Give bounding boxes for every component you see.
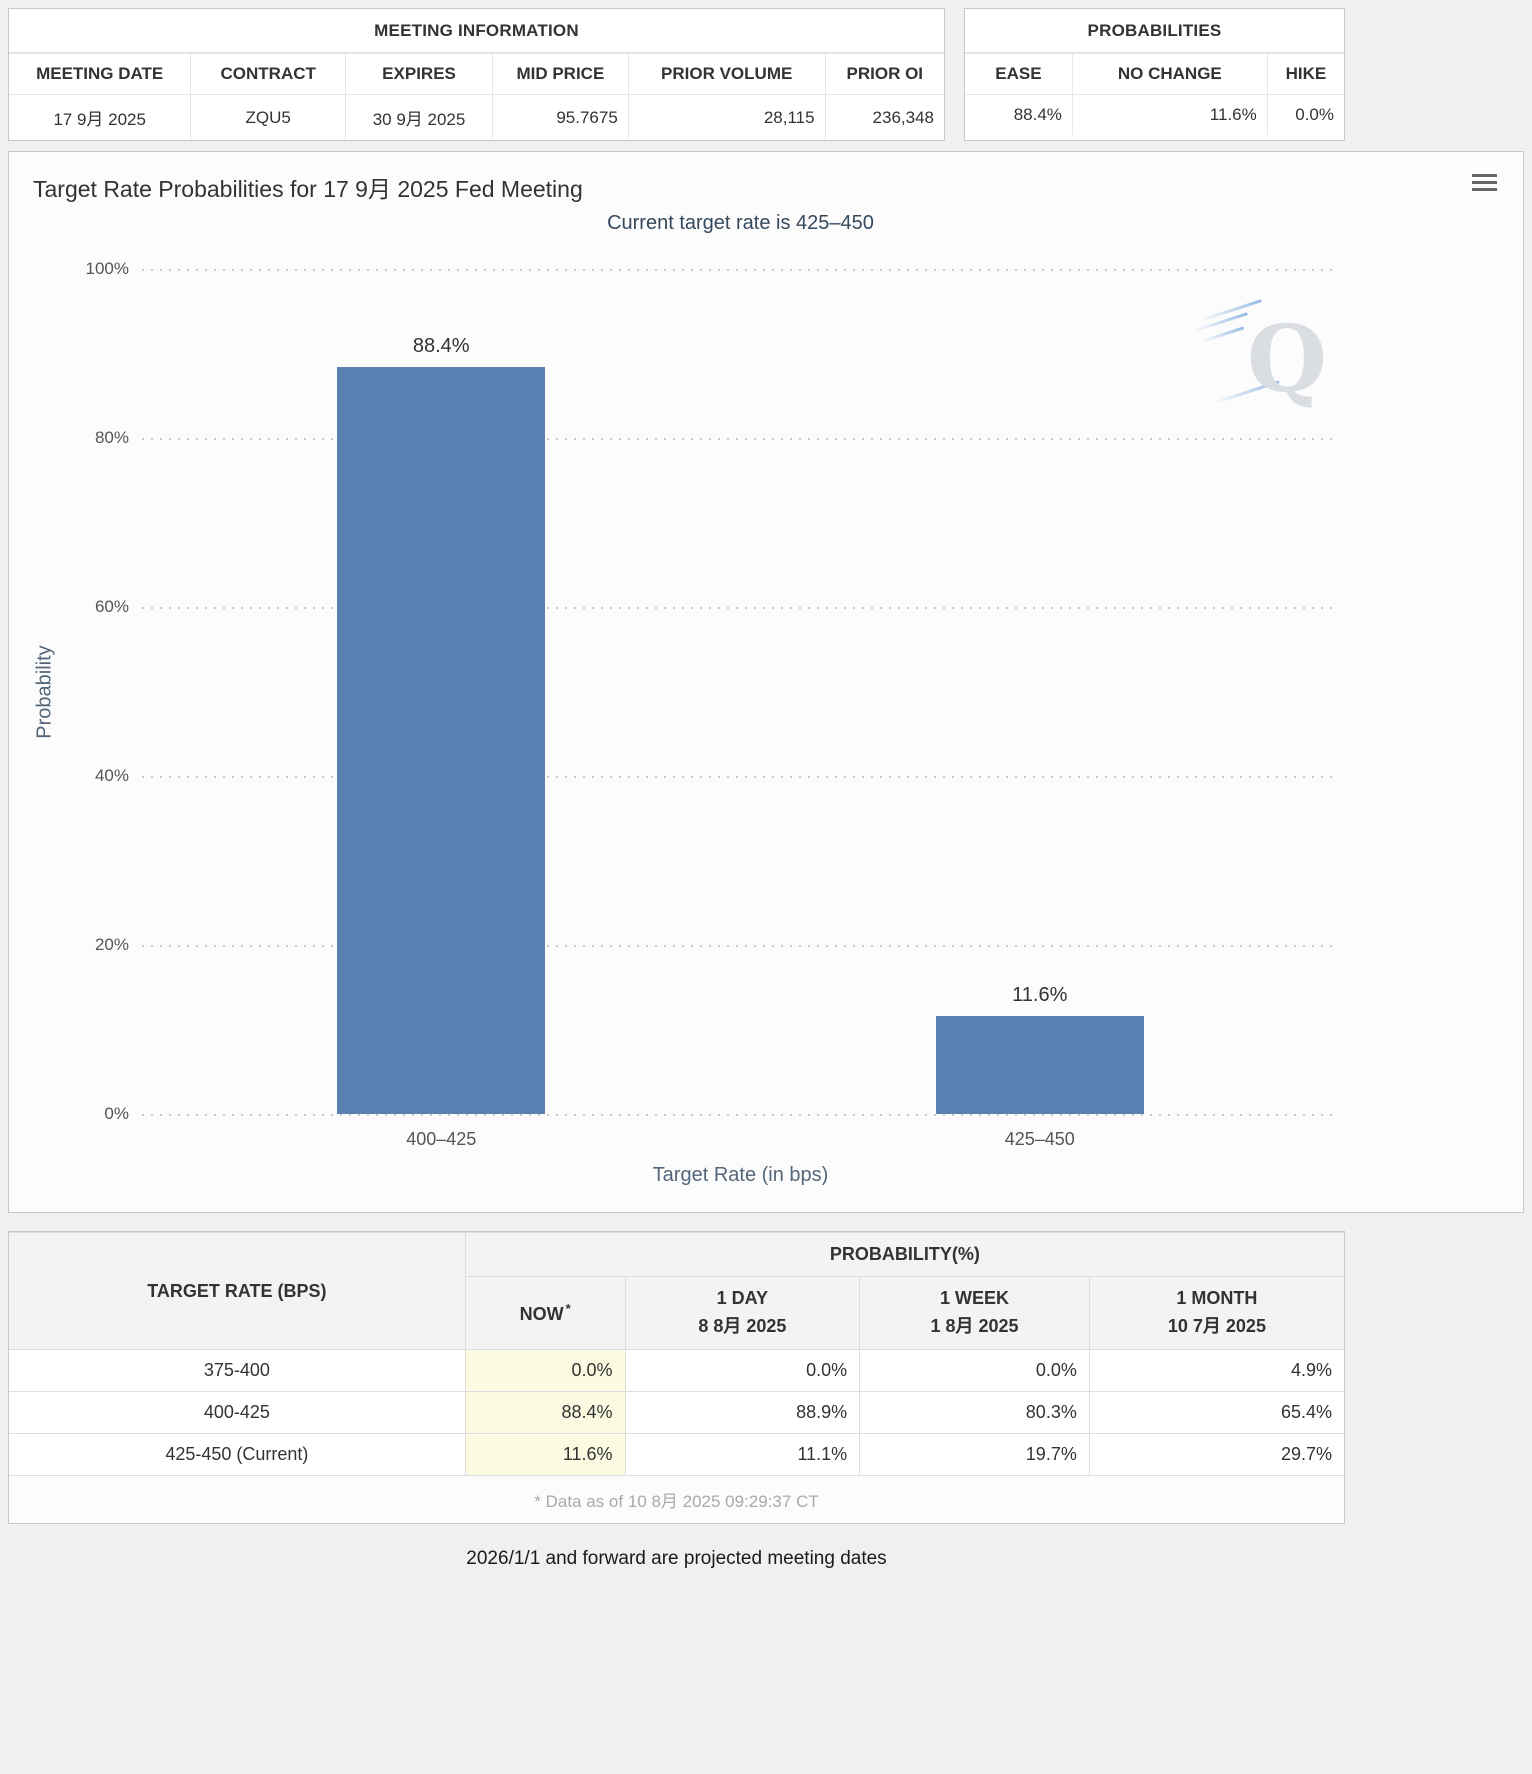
bar-value-label-400-425: 88.4%: [412, 335, 470, 358]
contract-header: CONTRACT: [190, 53, 347, 95]
bar-425-450: 11.6%: [935, 984, 1144, 1114]
projected-dates-note: 2026/1/1 and forward are projected meeti…: [466, 1548, 887, 1569]
contract-value: ZQU5: [190, 94, 347, 140]
y-tick-20: 20%: [94, 935, 129, 954]
y-tick-100: 100%: [85, 259, 129, 278]
col-1week-date: 1 8月 2025: [930, 1316, 1019, 1336]
bar-slot-400-425: 88.4%: [337, 269, 546, 1114]
now-value: 0.0%: [464, 1349, 626, 1392]
history-group-header-row: TARGET RATE (BPS) PROBABILITY(%): [9, 1232, 1344, 1350]
rate-label: 425-450 (Current): [9, 1433, 466, 1476]
probability-history-panel: TARGET RATE (BPS) PROBABILITY(%) NOW * 1 …: [8, 1231, 1345, 1524]
now-value: 88.4%: [464, 1391, 626, 1434]
meeting-information-title: MEETING INFORMATION: [9, 9, 944, 53]
gridline-60: [142, 607, 1339, 609]
top-summary-row: MEETING INFORMATION MEETING DATE CONTRAC…: [8, 8, 1524, 141]
rate-label: 375-400: [9, 1349, 466, 1392]
chart-header: Target Rate Probabilities for 17 9月 2025…: [9, 152, 1523, 204]
meeting-date-header: MEETING DATE: [9, 53, 192, 95]
prior-oi-header: PRIOR OI: [824, 53, 944, 95]
now-asterisk: *: [565, 1301, 571, 1316]
expires-value: 30 9月 2025: [345, 94, 493, 140]
chart-subtitle: Current target rate is 425–450: [607, 212, 874, 234]
gridline-20: [142, 945, 1339, 947]
table-row-400-425: 400-425 88.4% 88.9% 80.3% 65.4%: [9, 1391, 1344, 1434]
y-axis-label: Probability: [33, 644, 56, 739]
now-label: NOW: [519, 1304, 564, 1324]
rate-label: 400-425: [9, 1391, 466, 1434]
mid-price-header: MID PRICE: [491, 53, 629, 95]
probability-group-header: PROBABILITY(%): [464, 1232, 1344, 1277]
meeting-date-value: 17 9月 2025: [9, 94, 192, 140]
day-value: 11.1%: [624, 1433, 861, 1476]
column-header-1-week: 1 WEEK 1 8月 2025: [859, 1276, 1090, 1350]
day-value: 88.9%: [624, 1391, 861, 1434]
bar-value-label-425-450: 11.6%: [1012, 983, 1068, 1006]
expires-header: EXPIRES: [345, 53, 493, 95]
day-value: 0.0%: [624, 1349, 861, 1392]
column-header-1-month: 1 MONTH 10 7月 2025: [1088, 1276, 1344, 1350]
y-tick-80: 80%: [94, 428, 129, 447]
meeting-information-table: MEETING DATE CONTRACT EXPIRES MID PRICE …: [9, 53, 944, 140]
week-value: 19.7%: [859, 1433, 1090, 1476]
hamburger-menu-icon[interactable]: [1472, 174, 1497, 195]
no-change-value: 11.6%: [1071, 94, 1268, 135]
watermark-letter: Q: [1246, 305, 1327, 413]
hike-header: HIKE: [1266, 53, 1344, 95]
meeting-header-row: MEETING DATE CONTRACT EXPIRES MID PRICE …: [9, 53, 944, 95]
probability-history-table: TARGET RATE (BPS) PROBABILITY(%) NOW * 1 …: [9, 1232, 1344, 1523]
mid-price-value: 95.7675: [491, 94, 629, 140]
probabilities-title: PROBABILITIES: [965, 9, 1344, 53]
col-1month-date: 10 7月 2025: [1167, 1316, 1266, 1336]
probabilities-value-row: 88.4% 11.6% 0.0%: [965, 94, 1344, 135]
table-row-425-450-current: 425-450 (Current) 11.6% 11.1% 19.7% 29.7…: [9, 1433, 1344, 1476]
quikstrike-watermark: Q: [1191, 295, 1335, 415]
probabilities-summary-panel: PROBABILITIES EASE NO CHANGE HIKE 88.4% …: [964, 8, 1345, 141]
col-1day-label: 1 DAY: [716, 1288, 769, 1308]
data-as-of-row: * Data as of 10 8月 2025 09:29:37 CT: [9, 1475, 1344, 1523]
meeting-value-row: 17 9月 2025 ZQU5 30 9月 2025 95.7675 28,11…: [9, 94, 944, 140]
column-header-1-day: 1 DAY 8 8月 2025: [624, 1276, 861, 1350]
col-1day-date: 8 8月 2025: [698, 1316, 787, 1336]
month-value: 4.9%: [1088, 1349, 1344, 1392]
data-as-of-note: * Data as of 10 8月 2025 09:29:37 CT: [9, 1475, 1344, 1523]
column-header-now: NOW *: [465, 1276, 626, 1350]
x-axis-label: Target Rate (in bps): [652, 1164, 829, 1186]
ease-header: EASE: [965, 53, 1073, 95]
y-tick-0: 0%: [104, 1104, 129, 1123]
meeting-information-panel: MEETING INFORMATION MEETING DATE CONTRAC…: [8, 8, 945, 141]
gridline-40: [142, 776, 1339, 778]
gridline-0: [142, 1114, 1339, 1116]
history-column-header-row: NOW * 1 DAY 8 8月 2025 1 WEEK 1 8月 2025 1 MO…: [9, 1276, 1344, 1350]
month-value: 29.7%: [1088, 1433, 1344, 1476]
month-value: 65.4%: [1088, 1391, 1344, 1434]
y-tick-60: 60%: [94, 597, 129, 616]
ease-value: 88.4%: [965, 94, 1073, 135]
prior-volume-header: PRIOR VOLUME: [627, 53, 826, 95]
chart-title: Target Rate Probabilities for 17 9月 2025…: [33, 176, 583, 202]
bar-slot-425-450: 11.6%: [935, 269, 1144, 1114]
table-row-375-400: 375-400 0.0% 0.0% 0.0% 4.9%: [9, 1349, 1344, 1392]
now-value: 11.6%: [464, 1433, 626, 1476]
y-tick-40: 40%: [94, 766, 129, 785]
prior-oi-value: 236,348: [824, 94, 944, 140]
gridline-100: [142, 269, 1339, 271]
col-1month-label: 1 MONTH: [1176, 1288, 1258, 1308]
week-value: 80.3%: [859, 1391, 1090, 1434]
gridline-80: [142, 438, 1339, 440]
probabilities-table: EASE NO CHANGE HIKE 88.4% 11.6% 0.0%: [965, 53, 1344, 135]
target-rate-bps-header: TARGET RATE (BPS): [9, 1232, 466, 1350]
target-rate-chart-panel: Target Rate Probabilities for 17 9月 2025…: [8, 151, 1524, 1213]
no-change-header: NO CHANGE: [1071, 53, 1268, 95]
week-value: 0.0%: [859, 1349, 1090, 1392]
x-tick-400-425: 400–425: [406, 1129, 477, 1149]
probabilities-header-row: EASE NO CHANGE HIKE: [965, 53, 1344, 95]
bar-400-425: 88.4%: [337, 335, 546, 1114]
x-tick-425-450: 425–450: [1004, 1129, 1075, 1149]
plot-area: 100% 80% 60% 40% 20% 0% Probability Q 88…: [34, 259, 1339, 1186]
col-1week-label: 1 WEEK: [940, 1288, 1010, 1308]
hike-value: 0.0%: [1266, 94, 1344, 135]
prior-volume-value: 28,115: [627, 94, 826, 140]
